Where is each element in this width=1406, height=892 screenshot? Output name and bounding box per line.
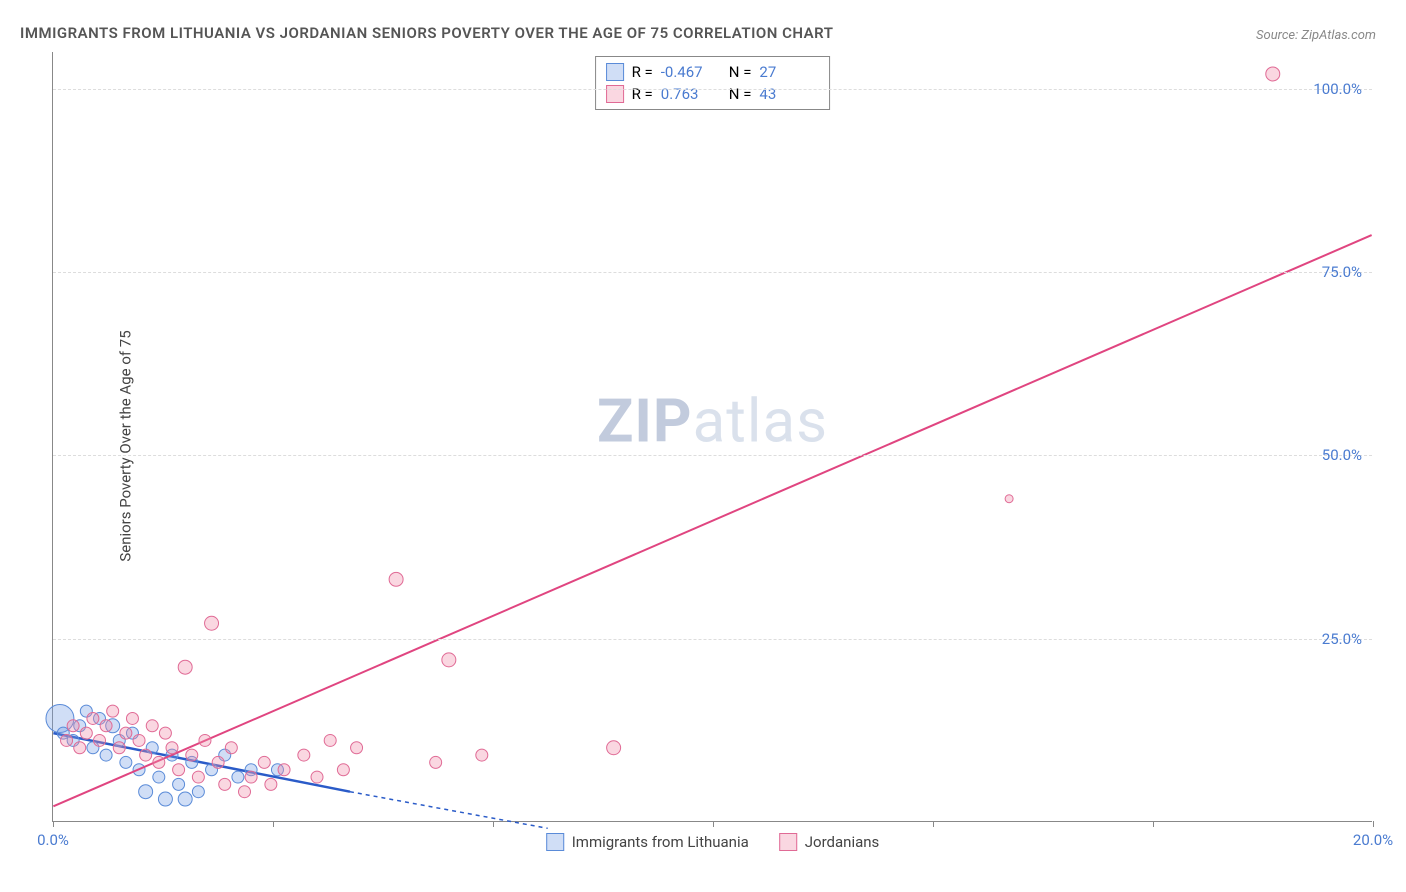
legend-swatch-icon bbox=[606, 63, 624, 81]
x-tick bbox=[933, 821, 934, 827]
x-tick bbox=[273, 821, 274, 827]
legend-r-value: -0.467 bbox=[661, 63, 721, 81]
data-point-jordanian bbox=[166, 742, 178, 754]
legend-series-label: Immigrants from Lithuania bbox=[572, 833, 749, 851]
data-point-jordanian bbox=[337, 764, 349, 776]
data-point-jordanian bbox=[61, 734, 73, 746]
data-point-jordanian bbox=[74, 742, 86, 754]
data-point-jordanian bbox=[278, 764, 290, 776]
plot-area: ZIPatlas R = -0.467N = 27R = 0.763N = 43… bbox=[52, 52, 1372, 822]
data-point-jordanian bbox=[178, 660, 192, 674]
data-point-jordanian bbox=[173, 764, 185, 776]
data-point-jordanian bbox=[100, 720, 112, 732]
data-point-jordanian bbox=[205, 616, 219, 630]
data-point-lithuania bbox=[158, 792, 172, 806]
x-tick bbox=[53, 821, 54, 827]
series-legend: Immigrants from Lithuania Jordanians bbox=[546, 833, 880, 851]
y-tick-label: 75.0% bbox=[1322, 263, 1362, 281]
gridline-horizontal bbox=[53, 455, 1372, 456]
legend-series-label: Jordanians bbox=[805, 833, 880, 851]
source-attribution: Source: ZipAtlas.com bbox=[1256, 28, 1376, 43]
data-point-jordanian bbox=[311, 771, 323, 783]
data-point-jordanian bbox=[298, 749, 310, 761]
x-tick-label: 20.0% bbox=[1353, 831, 1393, 849]
data-point-lithuania bbox=[173, 778, 185, 790]
data-point-jordanian bbox=[153, 756, 165, 768]
legend-row-jordanian: R = 0.763N = 43 bbox=[606, 83, 820, 105]
data-point-jordanian bbox=[607, 741, 621, 755]
gridline-horizontal bbox=[53, 89, 1372, 90]
chart-svg bbox=[53, 52, 1372, 821]
data-point-jordanian bbox=[192, 771, 204, 783]
data-point-lithuania bbox=[153, 771, 165, 783]
x-tick-label: 0.0% bbox=[37, 831, 69, 849]
data-point-jordanian bbox=[430, 756, 442, 768]
trend-line-jordanian bbox=[53, 235, 1371, 806]
data-point-jordanian bbox=[389, 572, 403, 586]
legend-n-label: N = bbox=[729, 63, 752, 81]
x-tick bbox=[1373, 821, 1374, 827]
data-point-lithuania bbox=[232, 771, 244, 783]
data-point-jordanian bbox=[219, 778, 231, 790]
data-point-jordanian bbox=[258, 756, 270, 768]
legend-row-lithuania: R = -0.467 N = 27 bbox=[606, 61, 820, 83]
data-point-jordanian bbox=[245, 771, 257, 783]
gridline-horizontal bbox=[53, 639, 1372, 640]
data-point-lithuania bbox=[178, 792, 192, 806]
x-tick bbox=[1153, 821, 1154, 827]
trend-line-dashed-lithuania bbox=[350, 792, 548, 829]
x-tick bbox=[493, 821, 494, 827]
data-point-jordanian bbox=[120, 727, 132, 739]
y-tick-label: 100.0% bbox=[1313, 80, 1362, 98]
data-point-jordanian bbox=[107, 705, 119, 717]
data-point-jordanian bbox=[80, 727, 92, 739]
data-point-jordanian bbox=[113, 742, 125, 754]
data-point-jordanian bbox=[351, 742, 363, 754]
legend-item-lithuania: Immigrants from Lithuania bbox=[546, 833, 749, 851]
x-tick bbox=[713, 821, 714, 827]
data-point-jordanian bbox=[94, 734, 106, 746]
data-point-jordanian bbox=[199, 734, 211, 746]
data-point-lithuania bbox=[120, 756, 132, 768]
data-point-jordanian bbox=[186, 749, 198, 761]
legend-swatch-icon bbox=[546, 833, 564, 851]
data-point-jordanian bbox=[1266, 67, 1280, 81]
data-point-jordanian bbox=[159, 727, 171, 739]
data-point-jordanian bbox=[265, 778, 277, 790]
data-point-jordanian bbox=[324, 734, 336, 746]
data-point-jordanian bbox=[239, 786, 251, 798]
y-tick-label: 50.0% bbox=[1322, 446, 1362, 464]
correlation-legend: R = -0.467 N = 27 R = 0.763N = 43 bbox=[595, 56, 831, 110]
data-point-lithuania bbox=[192, 786, 204, 798]
data-point-jordanian bbox=[476, 749, 488, 761]
data-point-jordanian bbox=[67, 720, 79, 732]
y-tick-label: 25.0% bbox=[1322, 630, 1362, 648]
data-point-jordanian bbox=[146, 720, 158, 732]
data-point-jordanian bbox=[442, 653, 456, 667]
data-point-jordanian bbox=[133, 734, 145, 746]
legend-n-value: 27 bbox=[759, 63, 819, 81]
legend-swatch-icon bbox=[779, 833, 797, 851]
data-point-jordanian bbox=[140, 749, 152, 761]
data-point-jordanian bbox=[87, 712, 99, 724]
legend-item-jordanian: Jordanians bbox=[779, 833, 880, 851]
data-point-jordanian bbox=[126, 712, 138, 724]
gridline-horizontal bbox=[53, 272, 1372, 273]
legend-r-label: R = bbox=[632, 63, 653, 81]
data-point-jordanian bbox=[225, 742, 237, 754]
data-point-jordanian bbox=[212, 756, 224, 768]
data-point-jordanian bbox=[1005, 495, 1013, 503]
chart-title: IMMIGRANTS FROM LITHUANIA VS JORDANIAN S… bbox=[20, 24, 833, 42]
data-point-lithuania bbox=[100, 749, 112, 761]
data-point-lithuania bbox=[139, 785, 153, 799]
